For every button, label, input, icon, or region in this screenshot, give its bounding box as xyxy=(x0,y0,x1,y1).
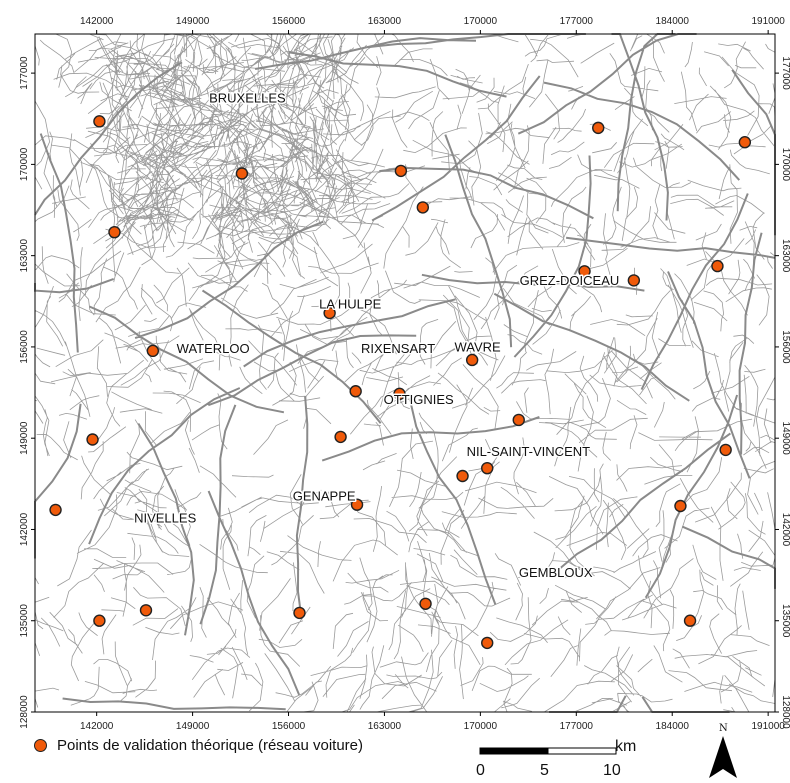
y-tick-label-right: 128000 xyxy=(780,695,790,729)
y-tick-label-left: 142000 xyxy=(19,512,30,546)
validation-point xyxy=(146,344,160,358)
y-tick-label-left: 128000 xyxy=(19,695,30,729)
x-tick-label-bottom: 163000 xyxy=(368,721,402,732)
validation-point xyxy=(323,306,336,320)
validation-point xyxy=(456,469,469,483)
y-tick-label-right: 142000 xyxy=(780,513,790,547)
validation-point xyxy=(93,115,106,128)
city-label: GENAPPE xyxy=(293,488,356,503)
validation-point xyxy=(711,259,724,273)
x-tick-label-bottom: 184000 xyxy=(656,721,690,732)
y-tick-label-right: 156000 xyxy=(780,330,790,364)
legend-label: Points de validation théorique (réseau v… xyxy=(57,737,364,754)
x-tick-label-bottom: 142000 xyxy=(80,721,114,732)
y-tick-label-right: 149000 xyxy=(780,422,790,456)
city-label: RIXENSART xyxy=(361,341,435,356)
validation-point xyxy=(416,201,430,214)
y-tick-label-left: 163000 xyxy=(19,239,30,273)
x-tick-label-bottom: 191000 xyxy=(751,721,785,732)
validation-point xyxy=(738,136,752,149)
city-label: OTTIGNIES xyxy=(384,392,454,407)
y-tick-label-right: 163000 xyxy=(780,239,790,273)
city-label: NIL-SAINT-VINCENT xyxy=(467,444,591,459)
validation-point xyxy=(592,121,605,135)
coordinate-ticks: 142000 142000 149000 149000 156000 156000 1630… xyxy=(19,16,790,732)
y-tick-label-left: 149000 xyxy=(19,421,30,455)
scale-bar xyxy=(479,747,617,755)
validation-point xyxy=(578,265,591,278)
validation-point xyxy=(93,614,106,627)
x-tick-label-bottom: 149000 xyxy=(176,721,210,732)
validation-point xyxy=(481,461,494,475)
y-tick-label-right: 170000 xyxy=(780,148,790,182)
y-tick-label-right: 135000 xyxy=(780,604,790,638)
validation-point xyxy=(86,433,99,446)
city-label: WATERLOO xyxy=(177,341,250,356)
validation-point xyxy=(349,385,362,398)
validation-point xyxy=(108,225,121,239)
validation-point xyxy=(512,413,525,427)
map-frame xyxy=(34,33,776,713)
y-tick-label-left: 156000 xyxy=(19,330,30,364)
validation-points xyxy=(49,115,752,650)
validation-point xyxy=(350,498,364,511)
y-tick-label-left: 177000 xyxy=(19,56,30,90)
x-tick-label-top: 163000 xyxy=(368,16,402,27)
minor-roads xyxy=(34,33,776,713)
validation-point xyxy=(683,614,697,627)
legend: Points de validation théorique (réseau v… xyxy=(34,737,363,754)
road-network xyxy=(34,33,776,713)
validation-point xyxy=(719,443,732,457)
city-labels: BRUXELLES LA HULPE WATERLOO RIXENSART WAVRE G… xyxy=(133,89,621,582)
north-label: N xyxy=(719,723,728,734)
city-label: BRUXELLES xyxy=(209,91,286,106)
city-label: GREZ-DOICEAU xyxy=(520,273,620,288)
legend-point-symbol xyxy=(34,739,47,752)
x-tick-label-top: 142000 xyxy=(80,16,114,27)
validation-point xyxy=(393,387,406,401)
scale-tick-5: 5 xyxy=(540,762,549,779)
city-label: LA HULPE xyxy=(319,297,381,312)
north-arrow-icon xyxy=(709,736,737,778)
y-tick-label-left: 170000 xyxy=(19,147,30,181)
validation-point xyxy=(481,636,494,650)
validation-point xyxy=(674,499,687,513)
validation-point xyxy=(334,430,347,444)
x-tick-label-top: 177000 xyxy=(560,16,594,27)
x-tick-label-bottom: 170000 xyxy=(464,721,498,732)
validation-point xyxy=(293,606,306,620)
y-tick-label-left: 135000 xyxy=(19,604,30,638)
scale-unit: km xyxy=(615,738,637,755)
x-tick-label-bottom: 177000 xyxy=(560,721,594,732)
validation-point xyxy=(394,164,408,178)
x-tick-label-top: 149000 xyxy=(176,16,210,27)
validation-point xyxy=(419,597,432,610)
city-label: WAVRE xyxy=(455,340,502,355)
validation-point xyxy=(235,167,249,180)
city-label: GEMBLOUX xyxy=(519,565,593,580)
x-tick-label-top: 184000 xyxy=(656,16,690,27)
x-tick-label-top: 170000 xyxy=(464,16,498,27)
y-tick-label-right: 177000 xyxy=(780,56,790,90)
validation-point xyxy=(139,604,153,617)
scale-tick-0: 0 xyxy=(476,762,485,779)
x-tick-label-top: 191000 xyxy=(751,16,785,27)
validation-point xyxy=(49,503,62,517)
x-tick-label-top: 156000 xyxy=(272,16,306,27)
x-tick-label-bottom: 156000 xyxy=(272,721,306,732)
validation-point xyxy=(627,274,641,287)
scale-tick-10: 10 xyxy=(603,762,621,779)
validation-point xyxy=(465,353,479,367)
city-label: NIVELLES xyxy=(134,510,196,525)
